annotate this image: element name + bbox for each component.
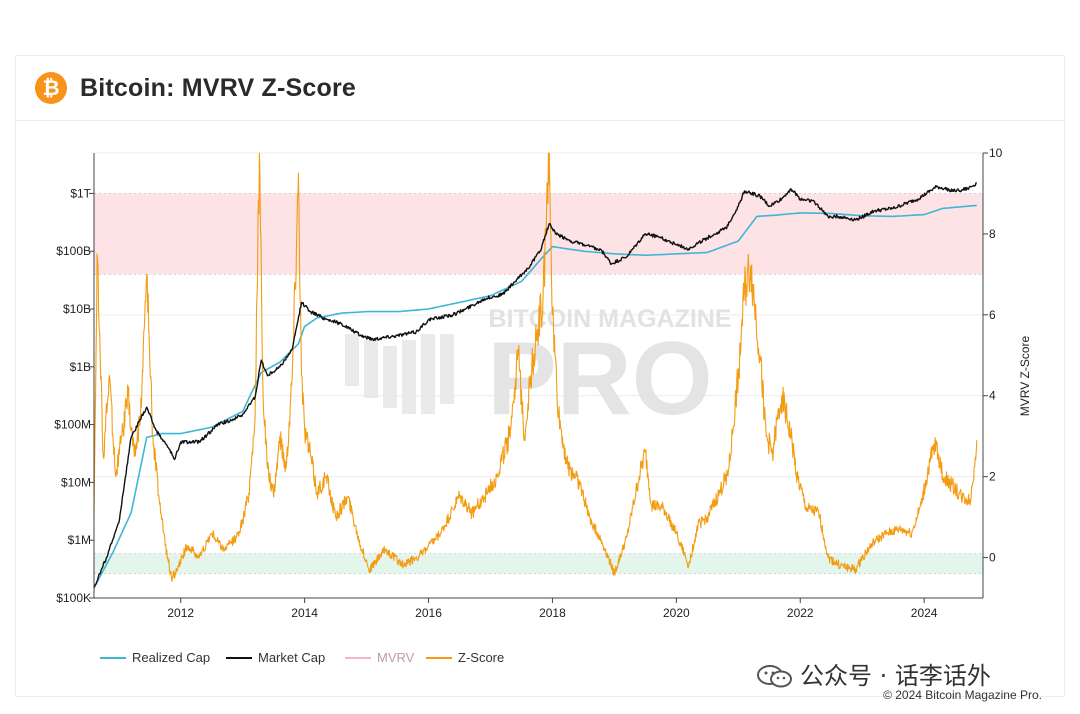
social-watermark-text: 公众号 · 话李话外 [800, 662, 991, 690]
legend-item-realized-cap[interactable]: Realized Cap [100, 650, 210, 665]
legend-item-zscore[interactable]: Z-Score [426, 650, 504, 665]
x-tick-label: 2016 [415, 606, 442, 620]
watermark-sub: PRO [487, 321, 712, 437]
social-watermark: 公众号 · 话李话外 [756, 656, 991, 691]
legend-label: Market Cap [258, 650, 326, 665]
series-layer [93, 152, 978, 589]
series-line-zscore [93, 152, 978, 583]
right-tick-label: 10 [989, 146, 1003, 160]
legend-swatch-market-icon [226, 656, 252, 659]
x-tick-label: 2020 [663, 606, 690, 620]
legend-swatch-realized-icon [100, 656, 126, 659]
left-tick-label: $10B [63, 302, 91, 316]
x-tick-label: 2018 [539, 606, 566, 620]
left-tick-label: $100B [56, 244, 91, 258]
series-line-market [93, 182, 977, 589]
legend-label: MVRV [377, 650, 415, 665]
left-tick-label: $1T [70, 186, 91, 200]
legend-swatch-mvrv-icon [345, 656, 371, 659]
x-tick-label: 2024 [911, 606, 938, 620]
x-tick-label: 2022 [787, 606, 814, 620]
axes-layer: $100K $1M $10M $100M $1B $10B $100B $1T 0 2 4 6 8 10 2… [54, 146, 1002, 620]
wechat-icon [756, 664, 794, 688]
watermark-layer: BITCOIN MAGAZINE PRO [345, 305, 732, 437]
right-tick-label: 0 [989, 551, 996, 565]
chart-card: ₿ Bitcoin: MVRV Z-Score [15, 55, 1065, 697]
right-tick-label: 2 [989, 470, 996, 484]
bitcoin-logo-icon: ₿ [35, 72, 67, 104]
band-undervalued [94, 553, 983, 574]
legend-swatch-zscore-icon [426, 656, 452, 659]
watermark-emblem-icon [345, 334, 454, 414]
left-tick-label: $100K [56, 591, 91, 605]
left-tick-label: $1B [70, 360, 91, 374]
legend-label: Realized Cap [132, 650, 211, 665]
legend-item-mvrv[interactable]: MVRV [345, 650, 414, 665]
left-tick-label: $100M [54, 418, 91, 432]
watermark-main: BITCOIN MAGAZINE [488, 305, 731, 333]
right-axis-label: MVRV Z-Score [1018, 335, 1032, 416]
x-tick-label: 2014 [291, 606, 318, 620]
right-tick-label: 6 [989, 308, 996, 322]
right-tick-label: 8 [989, 227, 996, 241]
left-tick-label: $10M [61, 475, 91, 489]
legend-item-market-cap[interactable]: Market Cap [226, 650, 325, 665]
x-tick-label: 2012 [167, 606, 194, 620]
card-header: ₿ Bitcoin: MVRV Z-Score [16, 56, 1064, 121]
page-title: Bitcoin: MVRV Z-Score [80, 74, 356, 102]
right-tick-label: 4 [989, 389, 996, 403]
left-tick-label: $1M [68, 533, 91, 547]
copyright-text: © 2024 Bitcoin Magazine Pro. [883, 688, 1042, 702]
series-line-realized [93, 204, 977, 589]
legend-label: Z-Score [458, 650, 505, 665]
